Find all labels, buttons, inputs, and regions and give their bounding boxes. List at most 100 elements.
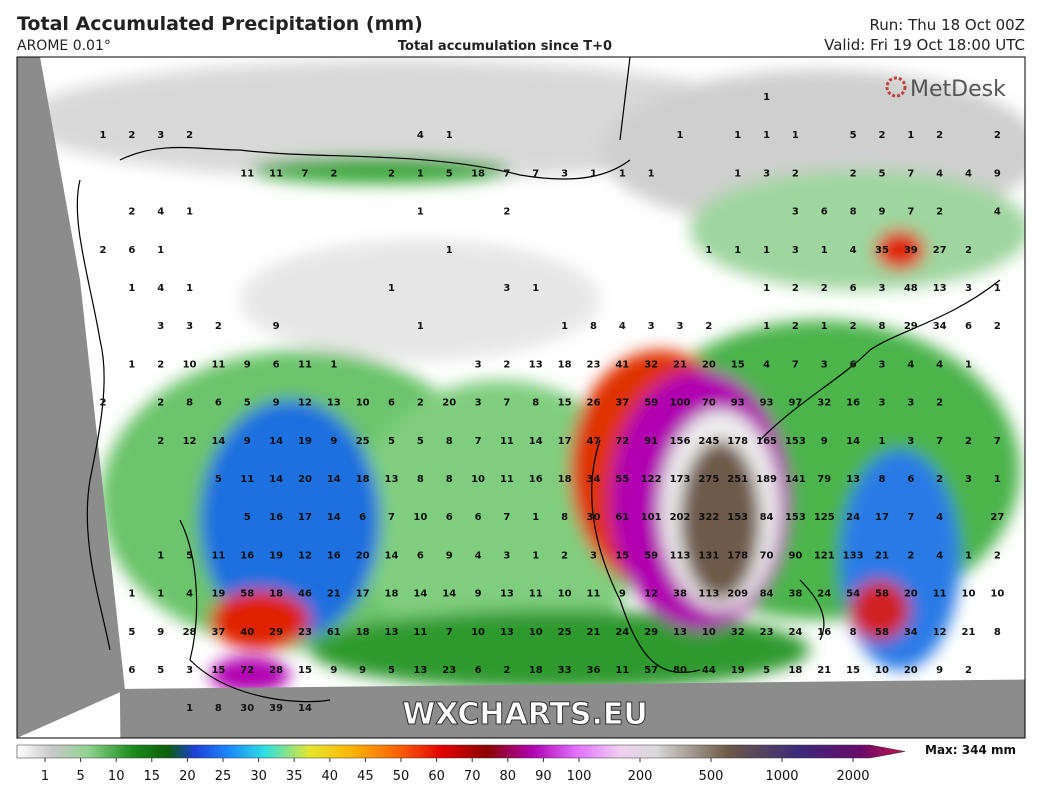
grid-value: 18 [471, 168, 485, 179]
grid-value: 4 [475, 550, 482, 561]
grid-value: 72 [240, 665, 254, 676]
grid-value: 10 [558, 589, 572, 600]
grid-value: 7 [907, 512, 914, 523]
grid-value: 14 [442, 589, 456, 600]
grid-value: 4 [417, 130, 424, 141]
grid-value: 21 [817, 665, 831, 676]
grid-value: 84 [760, 589, 774, 600]
grid-value: 2 [994, 550, 1001, 561]
grid-value: 6 [417, 550, 424, 561]
grid-value: 24 [817, 589, 831, 600]
grid-value: 10 [875, 665, 889, 676]
grid-value: 3 [186, 321, 193, 332]
grid-value: 7 [907, 168, 914, 179]
grid-value: 7 [994, 436, 1001, 447]
grid-value: 1 [994, 474, 1001, 485]
grid-value: 178 [727, 550, 748, 561]
grid-value: 165 [756, 436, 777, 447]
grid-value: 34 [586, 474, 600, 485]
logo-icon [885, 76, 907, 98]
grid-value: 13 [529, 359, 543, 370]
grid-value: 5 [157, 665, 164, 676]
grid-value: 14 [269, 436, 283, 447]
grid-value: 189 [756, 474, 777, 485]
grid-value: 1 [965, 550, 972, 561]
grid-value: 8 [878, 474, 885, 485]
grid-value: 11 [615, 665, 629, 676]
grid-value: 23 [760, 627, 774, 638]
grid-value: 30 [240, 703, 254, 714]
grid-value: 15 [558, 398, 572, 409]
grid-value: 16 [817, 627, 831, 638]
grid-value: 14 [298, 703, 312, 714]
grid-value: 7 [907, 207, 914, 218]
grid-value: 32 [644, 359, 658, 370]
grid-value: 1 [446, 245, 453, 256]
grid-value: 10 [413, 512, 427, 523]
grid-value: 2 [186, 130, 193, 141]
grid-value: 24 [788, 627, 802, 638]
grid-value: 25 [558, 627, 572, 638]
grid-value: 1 [763, 130, 770, 141]
grid-value: 9 [936, 665, 943, 676]
grid-value: 9 [359, 665, 366, 676]
grid-value: 113 [698, 589, 719, 600]
grid-value: 37 [615, 398, 629, 409]
grid-value: 2 [157, 398, 164, 409]
colorbar-label: 35 [286, 769, 303, 784]
grid-value: 29 [644, 627, 658, 638]
grid-value: 14 [211, 436, 225, 447]
logo: MetDesk [885, 76, 1006, 102]
grid-value: 12 [644, 589, 658, 600]
grid-value: 9 [619, 589, 626, 600]
grid-value: 19 [269, 550, 283, 561]
grid-value: 4 [936, 550, 943, 561]
grid-value: 1 [763, 283, 770, 294]
grid-value: 21 [875, 550, 889, 561]
grid-value: 1 [590, 168, 597, 179]
grid-value: 20 [904, 665, 918, 676]
grid-value: 3 [965, 283, 972, 294]
grid-value: 4 [186, 589, 193, 600]
grid-value: 1 [734, 130, 741, 141]
grid-value: 6 [128, 665, 135, 676]
grid-value: 1 [417, 321, 424, 332]
grid-value: 10 [962, 589, 976, 600]
colorbar-label: 30 [250, 769, 267, 784]
grid-value: 1 [561, 321, 568, 332]
grid-value: 44 [702, 665, 716, 676]
grid-value: 3 [677, 321, 684, 332]
grid-value: 5 [388, 436, 395, 447]
grid-value: 1 [734, 245, 741, 256]
grid-value: 1 [417, 168, 424, 179]
grid-value: 3 [503, 550, 510, 561]
grid-value: 39 [269, 703, 283, 714]
grid-value: 5 [850, 130, 857, 141]
grid-value: 9 [330, 436, 337, 447]
grid-value: 79 [817, 474, 831, 485]
grid-value: 1 [157, 245, 164, 256]
grid-value: 1 [677, 130, 684, 141]
grid-value: 3 [878, 398, 885, 409]
grid-value: 1 [186, 207, 193, 218]
grid-value: 20 [298, 474, 312, 485]
grid-value: 17 [356, 589, 370, 600]
colorbar-label: 100 [567, 769, 592, 784]
colorbar-label: 15 [144, 769, 161, 784]
grid-value: 14 [327, 474, 341, 485]
grid-value: 2 [330, 168, 337, 179]
grid-value: 2 [792, 321, 799, 332]
grid-value: 2 [994, 321, 1001, 332]
grid-value: 1 [763, 92, 770, 103]
grid-value: 6 [850, 359, 857, 370]
grid-value: 2 [417, 398, 424, 409]
grid-value: 1 [330, 359, 337, 370]
grid-value: 70 [760, 550, 774, 561]
grid-value: 16 [327, 550, 341, 561]
grid-value: 3 [821, 359, 828, 370]
grid-value: 13 [385, 474, 399, 485]
grid-value: 20 [702, 359, 716, 370]
grid-value: 2 [850, 168, 857, 179]
colorbar-label: 1000 [765, 769, 798, 784]
